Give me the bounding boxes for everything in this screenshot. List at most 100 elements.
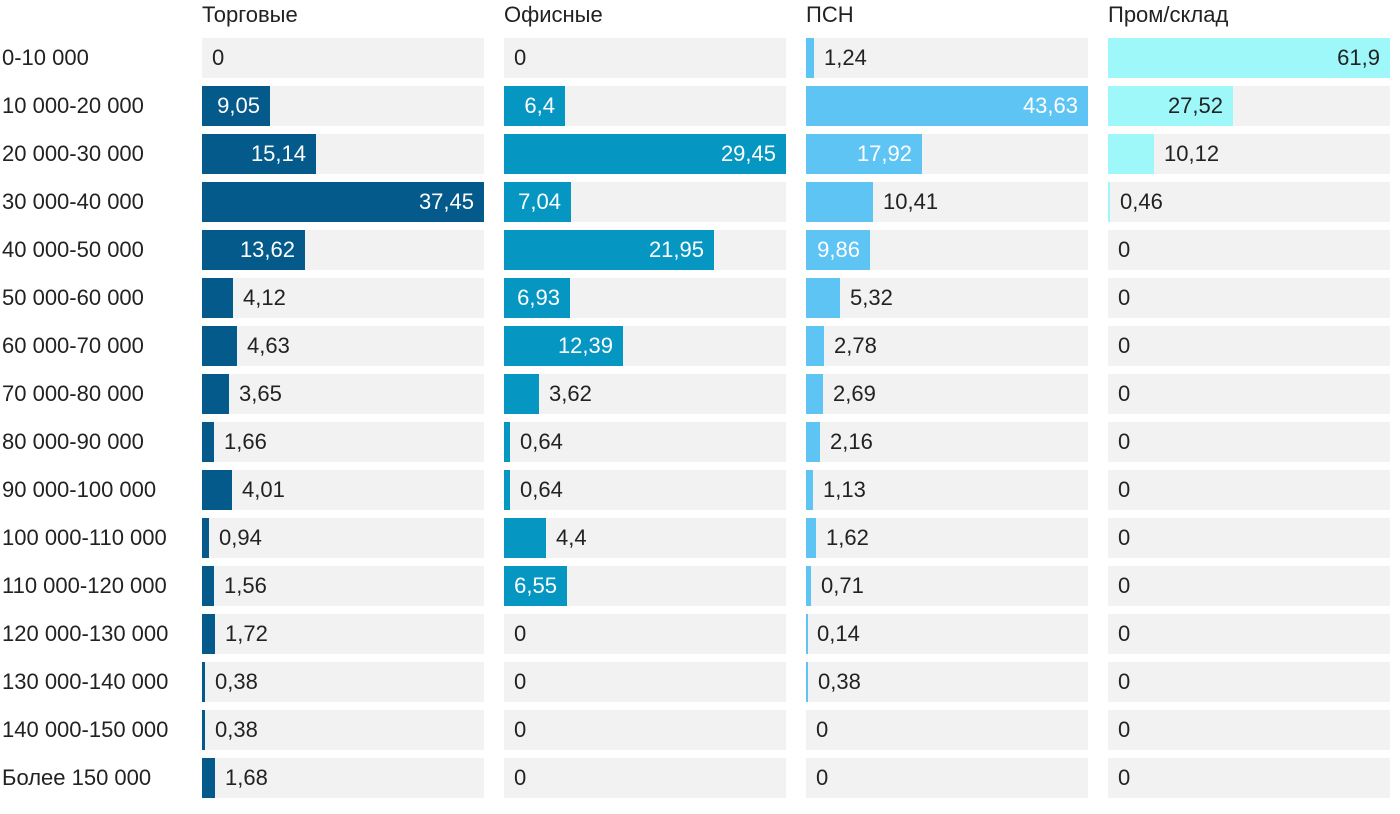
- bar[interactable]: [1108, 86, 1233, 126]
- bar[interactable]: [202, 326, 237, 366]
- value-label: 0,71: [821, 573, 864, 598]
- category-label: 10 000-20 000: [2, 93, 144, 118]
- bar-track: 2,78: [806, 326, 1088, 366]
- bar[interactable]: [202, 278, 233, 318]
- bar[interactable]: [806, 422, 820, 462]
- bar-track: 13,62: [202, 230, 484, 270]
- bar-track: 0,64: [504, 470, 786, 510]
- bar[interactable]: [504, 374, 539, 414]
- bar[interactable]: [504, 518, 546, 558]
- bar[interactable]: [202, 470, 232, 510]
- value-label: 4,12: [243, 285, 286, 310]
- bar[interactable]: [202, 134, 316, 174]
- bar-track: 37,45: [202, 182, 484, 222]
- bar-track: 0,46: [1108, 182, 1390, 222]
- bar-track: 4,63: [202, 326, 484, 366]
- bar-track: 0: [504, 614, 786, 654]
- bar-track: 1,72: [202, 614, 484, 654]
- bar[interactable]: [806, 278, 840, 318]
- bar[interactable]: [202, 662, 205, 702]
- bar-track: 0: [806, 758, 1088, 798]
- value-label: 1,68: [225, 765, 268, 790]
- value-label: 0: [1118, 381, 1131, 406]
- bar[interactable]: [1108, 38, 1390, 78]
- value-label: 2,16: [830, 429, 873, 454]
- bar[interactable]: [202, 182, 484, 222]
- bar[interactable]: [806, 470, 813, 510]
- bar[interactable]: [504, 230, 714, 270]
- value-label: 0,38: [215, 669, 258, 694]
- value-label: 3,62: [549, 381, 592, 406]
- bar-track: 1,62: [806, 518, 1088, 558]
- bar-track: 3,62: [504, 374, 786, 414]
- bar-track: 0: [504, 662, 786, 702]
- category-label: 70 000-80 000: [2, 381, 144, 406]
- value-label: 9,05: [217, 93, 260, 118]
- value-label: 0: [212, 45, 225, 70]
- value-label: 0: [816, 765, 829, 790]
- bar-track: 1,24: [806, 38, 1088, 78]
- bar-track: 9,05: [202, 86, 484, 126]
- category-label: 0-10 000: [2, 45, 89, 70]
- bar-track: 0: [1108, 326, 1390, 366]
- value-label: 15,14: [250, 141, 306, 166]
- series-title: Торговые: [202, 2, 298, 27]
- bar-track: 27,52: [1108, 86, 1390, 126]
- bar[interactable]: [202, 518, 209, 558]
- bar-track: 10,41: [806, 182, 1088, 222]
- bar-track: 0: [1108, 518, 1390, 558]
- bar-track: 1,56: [202, 566, 484, 606]
- bar[interactable]: [1108, 182, 1110, 222]
- value-label: 3,65: [239, 381, 282, 406]
- bar[interactable]: [806, 86, 1088, 126]
- bar[interactable]: [1108, 134, 1154, 174]
- bar[interactable]: [202, 86, 270, 126]
- bar[interactable]: [806, 566, 811, 606]
- category-label: 50 000-60 000: [2, 285, 144, 310]
- value-label: 1,66: [224, 429, 267, 454]
- bar[interactable]: [806, 182, 873, 222]
- bar[interactable]: [202, 230, 305, 270]
- bar[interactable]: [202, 374, 229, 414]
- bar[interactable]: [504, 566, 567, 606]
- bar-track: 0: [1108, 422, 1390, 462]
- bar[interactable]: [806, 614, 808, 654]
- bar[interactable]: [202, 422, 214, 462]
- bar-track: 2,16: [806, 422, 1088, 462]
- bar[interactable]: [504, 278, 570, 318]
- bar[interactable]: [202, 758, 215, 798]
- bar[interactable]: [806, 326, 824, 366]
- value-label: 6,4: [524, 93, 555, 118]
- bar[interactable]: [202, 614, 215, 654]
- bar[interactable]: [806, 134, 922, 174]
- category-label: 120 000-130 000: [2, 621, 169, 646]
- bar[interactable]: [504, 86, 565, 126]
- category-label: 90 000-100 000: [2, 477, 157, 502]
- bar-track: 0,94: [202, 518, 484, 558]
- value-label: 29,45: [720, 141, 776, 166]
- bar[interactable]: [806, 38, 814, 78]
- bar-track: 12,39: [504, 326, 786, 366]
- value-label: 4,63: [247, 333, 290, 358]
- value-label: 0: [514, 621, 527, 646]
- bar-track: 29,45: [504, 134, 786, 174]
- bar[interactable]: [504, 182, 571, 222]
- bar[interactable]: [806, 230, 870, 270]
- bar[interactable]: [202, 710, 205, 750]
- bar[interactable]: [806, 662, 808, 702]
- bar[interactable]: [806, 518, 816, 558]
- bar-track: 0: [1108, 230, 1390, 270]
- bar[interactable]: [504, 470, 510, 510]
- bar[interactable]: [806, 374, 823, 414]
- value-label: 0,46: [1120, 189, 1163, 214]
- bar-track: 6,55: [504, 566, 786, 606]
- value-label: 0: [1118, 237, 1131, 262]
- bar-track: 0: [504, 710, 786, 750]
- bar[interactable]: [504, 422, 510, 462]
- value-label: 0: [816, 717, 829, 742]
- category-label: 30 000-40 000: [2, 189, 144, 214]
- bar[interactable]: [504, 134, 786, 174]
- bar[interactable]: [202, 566, 214, 606]
- value-label: 0,14: [817, 621, 860, 646]
- bar[interactable]: [504, 326, 623, 366]
